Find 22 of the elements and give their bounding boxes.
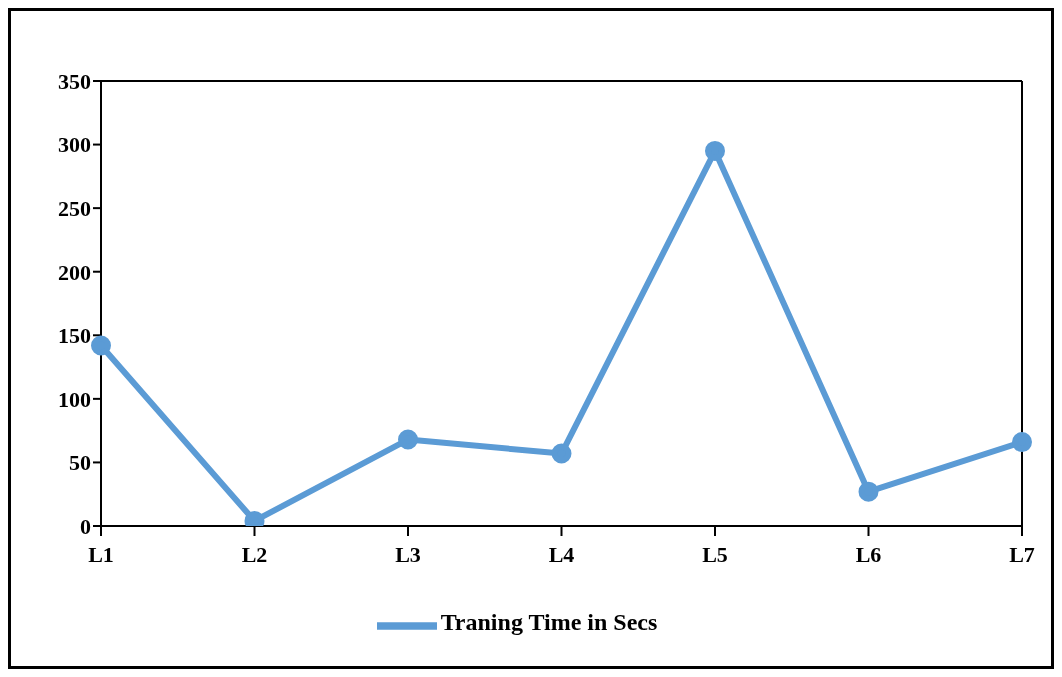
x-tick-label: L6 bbox=[855, 541, 882, 567]
x-tick-label: L3 bbox=[395, 541, 421, 567]
x-tick-label: L5 bbox=[702, 541, 728, 567]
y-tick-label: 250 bbox=[58, 195, 91, 221]
point bbox=[91, 335, 111, 356]
x-tick-label: L7 bbox=[1009, 541, 1035, 567]
y-tick-label: 300 bbox=[58, 132, 91, 158]
x-tick-label: L4 bbox=[548, 541, 575, 567]
point bbox=[551, 443, 572, 464]
point bbox=[858, 481, 879, 502]
y-tick-label: 200 bbox=[58, 259, 91, 285]
x-tick-label: L2 bbox=[241, 541, 268, 567]
y-tick-label: 100 bbox=[58, 386, 91, 412]
x-tick-label: L1 bbox=[88, 541, 114, 567]
point bbox=[398, 429, 418, 450]
y-tick-label: 0 bbox=[80, 513, 91, 539]
legend-label: Traning Time in Secs bbox=[440, 608, 658, 635]
point bbox=[705, 140, 725, 161]
y-tick-label: 150 bbox=[58, 323, 91, 349]
y-tick-label: 350 bbox=[58, 68, 91, 94]
point bbox=[1012, 432, 1032, 453]
y-tick-label: 50 bbox=[69, 450, 91, 476]
